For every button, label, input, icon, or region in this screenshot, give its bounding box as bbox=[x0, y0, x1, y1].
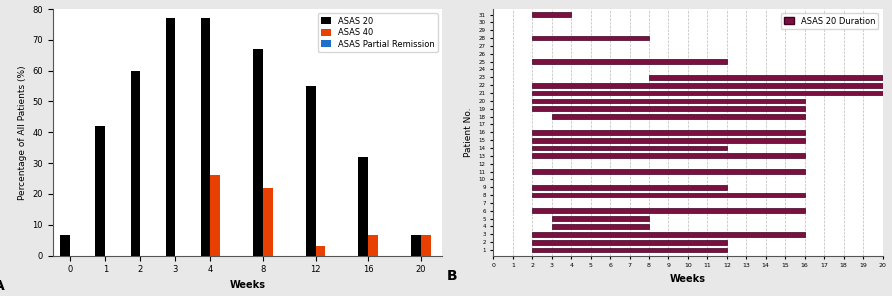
Legend: ASAS 20, ASAS 40, ASAS Partial Remission: ASAS 20, ASAS 40, ASAS Partial Remission bbox=[318, 13, 438, 52]
Legend: ASAS 20 Duration: ASAS 20 Duration bbox=[780, 13, 879, 29]
Bar bbox=[411, 235, 421, 255]
Bar bbox=[552, 224, 649, 229]
Bar bbox=[533, 185, 727, 190]
X-axis label: Weeks: Weeks bbox=[229, 280, 265, 290]
Bar bbox=[649, 75, 882, 80]
Bar bbox=[533, 59, 727, 64]
Y-axis label: Patient No.: Patient No. bbox=[464, 107, 473, 157]
Bar bbox=[316, 246, 326, 255]
Bar bbox=[533, 130, 805, 135]
Bar bbox=[533, 83, 882, 88]
Bar bbox=[533, 248, 727, 252]
Bar bbox=[533, 232, 805, 237]
Text: A: A bbox=[0, 279, 5, 293]
Bar bbox=[421, 235, 431, 255]
Bar bbox=[552, 114, 805, 119]
Bar bbox=[263, 188, 273, 255]
Bar bbox=[130, 71, 140, 255]
Bar bbox=[533, 154, 805, 158]
Bar bbox=[211, 176, 220, 255]
Bar bbox=[533, 193, 805, 197]
Bar bbox=[306, 86, 316, 255]
Bar bbox=[253, 49, 263, 255]
Bar bbox=[533, 12, 571, 17]
Bar bbox=[368, 235, 378, 255]
Bar bbox=[533, 106, 805, 111]
Bar bbox=[552, 216, 649, 221]
Bar bbox=[533, 138, 805, 142]
Bar bbox=[166, 18, 176, 255]
Text: B: B bbox=[447, 269, 458, 283]
Bar bbox=[533, 99, 805, 103]
Bar bbox=[359, 157, 368, 255]
Bar bbox=[533, 36, 649, 41]
Bar bbox=[95, 126, 105, 255]
Bar bbox=[533, 208, 805, 213]
X-axis label: Weeks: Weeks bbox=[670, 274, 706, 284]
Bar bbox=[533, 91, 882, 95]
Bar bbox=[533, 240, 727, 244]
Bar bbox=[533, 146, 727, 150]
Bar bbox=[533, 169, 805, 174]
Bar bbox=[201, 18, 211, 255]
Y-axis label: Percentage of All Patients (%): Percentage of All Patients (%) bbox=[18, 65, 27, 200]
Bar bbox=[61, 235, 70, 255]
